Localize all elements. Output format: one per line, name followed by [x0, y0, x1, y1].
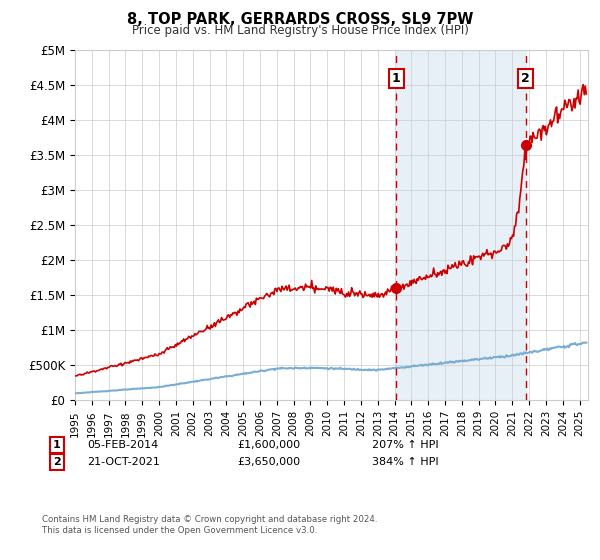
Text: This data is licensed under the Open Government Licence v3.0.: This data is licensed under the Open Gov… [42, 526, 317, 535]
Text: 1: 1 [392, 72, 400, 85]
Bar [396, 50, 526, 400]
Text: 384% ↑ HPI: 384% ↑ HPI [372, 457, 439, 467]
Text: 2: 2 [521, 72, 530, 85]
Text: 207% ↑ HPI: 207% ↑ HPI [372, 440, 439, 450]
Text: 1: 1 [53, 440, 61, 450]
Text: Contains HM Land Registry data © Crown copyright and database right 2024.: Contains HM Land Registry data © Crown c… [42, 515, 377, 524]
Text: Price paid vs. HM Land Registry's House Price Index (HPI): Price paid vs. HM Land Registry's House … [131, 24, 469, 36]
Text: 2: 2 [53, 457, 61, 467]
Text: 8, TOP PARK, GERRARDS CROSS, SL9 7PW: 8, TOP PARK, GERRARDS CROSS, SL9 7PW [127, 12, 473, 27]
Text: 05-FEB-2014: 05-FEB-2014 [87, 440, 158, 450]
Text: 21-OCT-2021: 21-OCT-2021 [87, 457, 160, 467]
Text: £3,650,000: £3,650,000 [237, 457, 300, 467]
Text: £1,600,000: £1,600,000 [237, 440, 300, 450]
